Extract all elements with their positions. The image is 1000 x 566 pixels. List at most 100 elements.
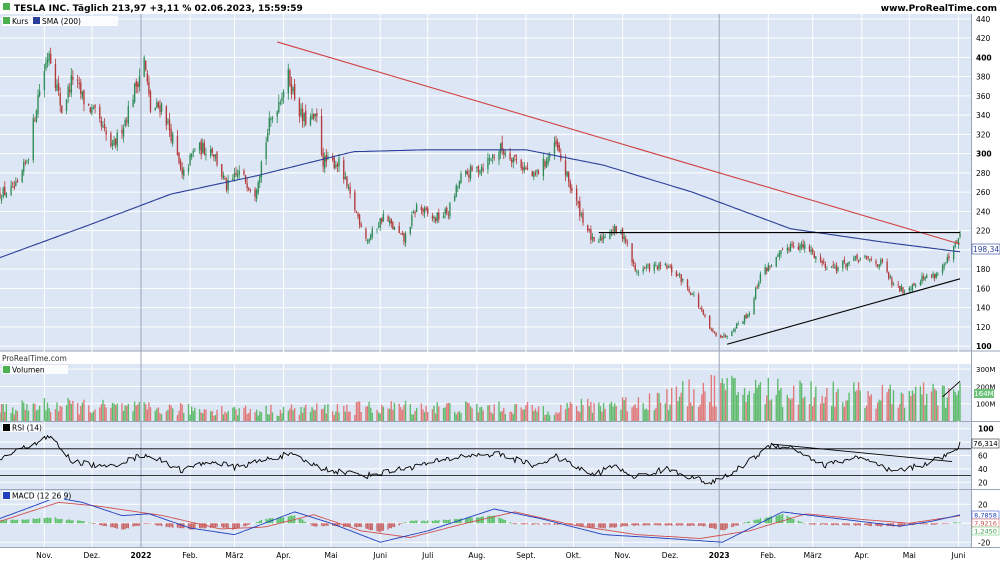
month-label: Juli bbox=[421, 551, 433, 560]
macd-histogram-bar bbox=[358, 523, 361, 527]
candle-body bbox=[697, 294, 700, 308]
volume-bar bbox=[225, 413, 228, 421]
macd-histogram-bar bbox=[770, 516, 773, 524]
candle-body bbox=[137, 83, 139, 88]
volume-bar bbox=[404, 400, 407, 421]
candle-body bbox=[804, 244, 806, 249]
candle-body bbox=[279, 102, 282, 104]
macd-histogram-bar bbox=[602, 523, 605, 528]
macd-tick-label: 20 bbox=[978, 500, 988, 509]
macd-histogram-bar bbox=[924, 523, 926, 525]
month-label: Feb. bbox=[760, 551, 776, 560]
candle-body bbox=[379, 218, 381, 228]
volume-tick-label: 200M bbox=[976, 383, 995, 391]
volume-bar bbox=[834, 406, 836, 421]
candle-body bbox=[146, 73, 149, 82]
candle-body bbox=[634, 264, 636, 271]
candle-body bbox=[225, 179, 228, 191]
macd-histogram-bar bbox=[56, 518, 58, 524]
volume-bar bbox=[515, 403, 518, 421]
macd-histogram-bar bbox=[724, 523, 727, 530]
volume-bar bbox=[221, 406, 223, 421]
macd-histogram-bar bbox=[775, 515, 777, 524]
volume-bar bbox=[933, 388, 936, 421]
macd-histogram-bar bbox=[224, 523, 226, 528]
legend-kurs: Kurs bbox=[12, 17, 28, 26]
candle-body bbox=[221, 164, 223, 177]
macd-histogram-bar bbox=[824, 523, 827, 525]
candle-body bbox=[813, 252, 815, 258]
volume-bar bbox=[564, 409, 567, 421]
volume-bar bbox=[159, 413, 161, 421]
volume-bar bbox=[449, 403, 451, 421]
volume-bar bbox=[808, 404, 811, 421]
volume-bar bbox=[246, 413, 248, 421]
macd-histogram-bar bbox=[656, 523, 659, 526]
candle-body bbox=[910, 289, 912, 290]
volume-bar bbox=[859, 390, 861, 421]
volume-bar bbox=[536, 411, 538, 421]
rsi-tick-label: 100 bbox=[978, 425, 994, 434]
candle-body bbox=[821, 260, 823, 264]
volume-bar bbox=[601, 411, 603, 421]
candle-body bbox=[259, 175, 261, 183]
candle-body bbox=[376, 228, 378, 230]
macd-histogram-bar bbox=[734, 523, 736, 526]
macd-histogram-bar bbox=[110, 523, 112, 528]
price-tick-label: 340 bbox=[976, 111, 991, 120]
candle-body bbox=[187, 167, 190, 172]
candle-body bbox=[568, 172, 570, 182]
macd-histogram-bar bbox=[865, 523, 868, 526]
candle-body bbox=[392, 222, 394, 229]
candle-body bbox=[382, 214, 385, 222]
candle-body bbox=[160, 103, 163, 112]
candle-body bbox=[401, 233, 404, 235]
price-tick-label: 140 bbox=[976, 304, 991, 313]
volume-bar bbox=[176, 415, 179, 421]
macd-histogram-bar bbox=[238, 523, 240, 528]
month-label: 2023 bbox=[709, 551, 730, 560]
candle-body bbox=[290, 83, 293, 95]
candle-body bbox=[154, 107, 156, 111]
candle-body bbox=[675, 271, 678, 277]
volume-bar bbox=[621, 397, 624, 421]
candle-body bbox=[124, 119, 126, 126]
candle-body bbox=[555, 140, 557, 145]
volume-bar bbox=[792, 385, 795, 421]
candle-body bbox=[835, 265, 838, 271]
volume-bar bbox=[45, 410, 47, 421]
volume-bar bbox=[214, 415, 217, 421]
macd-histogram-bar bbox=[433, 520, 435, 524]
candle-body bbox=[875, 260, 877, 264]
candle-body bbox=[248, 188, 250, 190]
macd-histogram-bar bbox=[699, 523, 701, 526]
volume-bar bbox=[482, 410, 484, 421]
volume-bar bbox=[888, 388, 890, 421]
volume-bar bbox=[278, 416, 280, 421]
macd-histogram-bar bbox=[720, 523, 722, 531]
volume-bar bbox=[305, 404, 307, 421]
macd-histogram-bar bbox=[236, 523, 239, 528]
macd-histogram-bar bbox=[876, 523, 879, 527]
candle-body bbox=[867, 256, 869, 259]
volume-bar bbox=[526, 401, 529, 421]
volume-bar bbox=[254, 412, 256, 421]
volume-bar bbox=[50, 412, 52, 421]
trendline bbox=[726, 278, 961, 345]
volume-bar bbox=[659, 402, 662, 421]
macd-histogram-bar bbox=[501, 518, 503, 524]
candle-body bbox=[479, 170, 481, 174]
month-label: Nov. bbox=[614, 551, 630, 560]
macd-histogram-bar bbox=[0, 519, 3, 524]
candle-body bbox=[756, 286, 758, 288]
macd-histogram-bar bbox=[808, 523, 811, 525]
volume-bar bbox=[488, 405, 491, 421]
candle-body bbox=[880, 260, 882, 265]
candle-body bbox=[542, 158, 545, 177]
volume-bar bbox=[830, 405, 833, 421]
volume-bar bbox=[743, 388, 746, 421]
macd-histogram-bar bbox=[389, 523, 391, 528]
macd-histogram-bar bbox=[493, 515, 495, 524]
month-label: Dez. bbox=[662, 551, 679, 560]
volume-bar bbox=[401, 409, 404, 421]
